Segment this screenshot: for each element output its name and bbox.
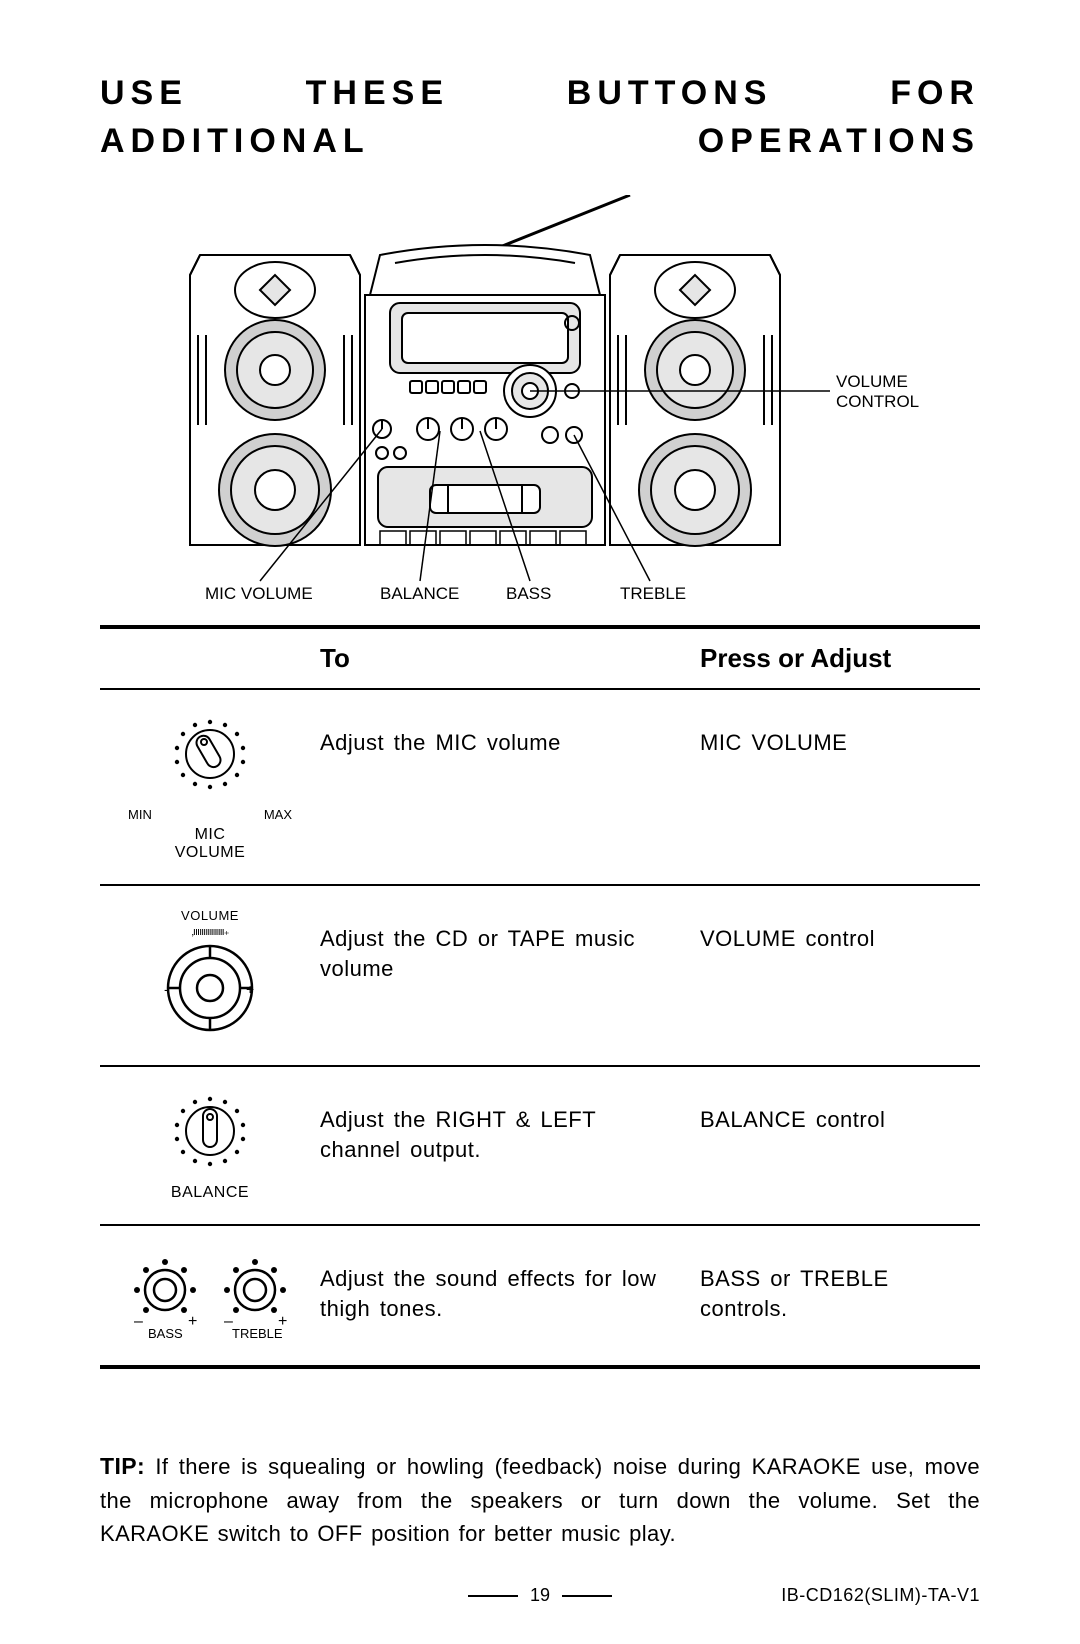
svg-text:–: – (134, 1313, 143, 1330)
td-press: MIC VOLUME (700, 712, 980, 758)
callout-volume-1: VOLUME (836, 372, 908, 391)
icon-label: BALANCE (100, 1184, 320, 1202)
rule (100, 1365, 980, 1369)
page-footer: 19 IB-CD162(SLIM)-TA-V1 (0, 1585, 1080, 1606)
volume-dial-icon: VOLUME ‚ııııııııııııııı₊ - + (100, 908, 320, 1043)
callout-volume-2: CONTROL (836, 392, 919, 411)
svg-text:+: + (246, 981, 254, 997)
svg-text:TREBLE: TREBLE (232, 1326, 283, 1338)
callout-treble: TREBLE (620, 584, 686, 603)
th-to: To (320, 643, 700, 674)
td-to: Adjust the CD or TAPE music volume (320, 908, 700, 983)
callout-mic-volume: MIC VOLUME (205, 584, 313, 603)
page-title: USE THESE BUTTONS FOR ADDITIONAL OPERATI… (100, 70, 980, 165)
icon-label: MICVOLUME (100, 826, 320, 862)
callout-balance: BALANCE (380, 584, 459, 603)
svg-text:+: + (188, 1313, 197, 1330)
table-header: To Press or Adjust (100, 629, 980, 688)
tip-text: If there is squealing or howling (feedba… (100, 1454, 980, 1546)
td-press: BALANCE control (700, 1089, 980, 1135)
td-press: BASS or TREBLE controls. (700, 1248, 980, 1323)
td-to: Adjust the sound effects for low thigh t… (320, 1248, 700, 1323)
table-row: BALANCE Adjust the RIGHT & LEFT channel … (100, 1067, 980, 1224)
table-row: VOLUME ‚ııııııııııııııı₊ - + Adjust the … (100, 886, 980, 1065)
svg-text:-: - (164, 981, 169, 997)
th-press: Press or Adjust (700, 643, 980, 674)
table-row: –+ –+ BASS TREBLE Adjust the sound effec… (100, 1226, 980, 1365)
mic-volume-knob-icon: MIN MAX MICVOLUME (100, 712, 320, 862)
balance-knob-icon: BALANCE (100, 1089, 320, 1202)
bass-treble-icon: –+ –+ BASS TREBLE (100, 1248, 320, 1343)
tip-lead: TIP: (100, 1453, 145, 1479)
callout-bass: BASS (506, 584, 551, 603)
doc-id: IB-CD162(SLIM)-TA-V1 (781, 1585, 980, 1606)
min-label: MIN (128, 807, 152, 822)
max-label: MAX (264, 807, 292, 822)
td-press: VOLUME control (700, 908, 980, 954)
icon-top-label: VOLUME (100, 908, 320, 923)
td-to: Adjust the RIGHT & LEFT channel output. (320, 1089, 700, 1164)
tip-block: TIP: If there is squealing or howling (f… (100, 1449, 980, 1550)
page-number: 19 (530, 1585, 550, 1606)
svg-text:BASS: BASS (148, 1326, 183, 1338)
td-to: Adjust the MIC volume (320, 712, 700, 758)
stereo-diagram: VOLUME CONTROL MIC VOLUME BALANCE BASS T… (100, 195, 980, 615)
manual-page: USE THESE BUTTONS FOR ADDITIONAL OPERATI… (0, 0, 1080, 1644)
table-row: MIN MAX MICVOLUME Adjust the MIC volume … (100, 690, 980, 884)
